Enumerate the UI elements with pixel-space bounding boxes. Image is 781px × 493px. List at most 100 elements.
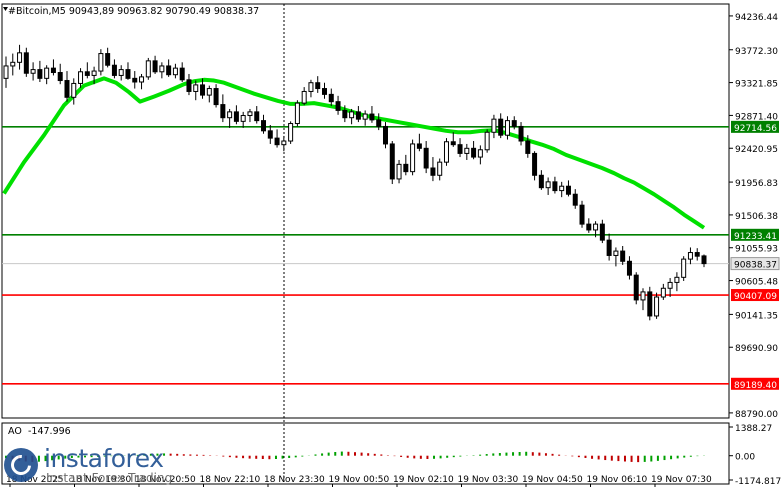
candle-body: [572, 193, 578, 206]
candle-body: [267, 130, 273, 139]
candle-body: [660, 287, 666, 298]
candle-body: [44, 67, 50, 79]
candle-body: [322, 88, 328, 95]
y-tick-label: 93321.85: [735, 80, 778, 90]
candle-body: [471, 147, 477, 158]
candle-body: [213, 88, 219, 106]
candle-body: [355, 111, 361, 120]
candle-body: [437, 161, 443, 176]
candle-body: [349, 111, 355, 119]
candle-body: [315, 82, 321, 90]
candle-body: [132, 77, 138, 83]
x-tick-label: 19 Nov 04:50: [522, 475, 583, 485]
candle-body: [599, 223, 605, 241]
candle-body: [450, 141, 456, 146]
candle-body: [301, 90, 307, 104]
current-price-label-bg: [730, 257, 780, 271]
candle-body: [498, 118, 504, 136]
candle-body: [37, 69, 43, 79]
candle-body: [335, 101, 341, 111]
x-tick-label: 18 Nov 19:30: [71, 475, 132, 485]
y-tick-label: 90141.35: [735, 311, 778, 321]
candle-body: [3, 65, 9, 79]
candle-body: [152, 60, 158, 73]
x-tick-label: 19 Nov 02:10: [393, 475, 454, 485]
candle-body: [84, 71, 90, 76]
candle-body: [118, 69, 124, 76]
candle-body: [396, 163, 402, 180]
candle-body: [342, 109, 348, 119]
candle-body: [64, 80, 70, 98]
candle-body: [362, 113, 368, 120]
candle-body: [23, 52, 29, 74]
candle-body: [328, 93, 334, 103]
watermark-name: instaforex: [44, 444, 164, 473]
candle-body: [145, 60, 151, 78]
candle-body: [294, 102, 300, 125]
candle-body: [166, 65, 172, 76]
instaforex-logo-icon: [4, 448, 38, 482]
candle-body: [179, 67, 185, 81]
indicator-frame: [1, 422, 730, 485]
candle-body: [674, 276, 680, 283]
candle-body: [491, 118, 497, 133]
indicator-value: -147.996: [28, 426, 71, 437]
x-tick-label: 18 Nov 2025: [6, 475, 64, 485]
y-tick-label: 92871.40: [735, 112, 778, 122]
level-label-bg: [731, 289, 779, 302]
candle-body: [220, 104, 226, 119]
candle-body: [606, 239, 612, 256]
level-label: 92714.56: [734, 124, 777, 134]
candle-body: [620, 250, 626, 262]
candle-body: [633, 274, 639, 301]
candle-body: [389, 143, 395, 180]
candle-body: [552, 181, 558, 192]
candle-body: [654, 296, 660, 317]
candle-body: [193, 84, 199, 92]
candle-body: [125, 69, 131, 79]
watermark-tagline: Instant Forex Trading: [46, 471, 173, 485]
y-tick-label: 90605.48: [735, 278, 778, 288]
candle-body: [376, 119, 382, 127]
level-label: 91233.41: [734, 232, 777, 242]
candle-body: [274, 137, 280, 146]
candle-body: [403, 163, 409, 173]
candle-body: [233, 111, 239, 122]
level-label-bg: [731, 228, 779, 241]
indicator-y-tick-label: 1388.27: [735, 424, 772, 434]
candle-body: [50, 67, 56, 74]
candle-body: [159, 65, 165, 73]
y-tick-label: 91055.93: [735, 245, 778, 255]
candle-body: [240, 115, 246, 122]
indicator-y-tick-label: -1174.817: [735, 477, 781, 487]
candle-body: [10, 61, 16, 67]
candle-body: [559, 185, 565, 192]
candle-body: [200, 84, 206, 96]
level-label-bg: [731, 120, 779, 133]
x-tick-label: 18 Nov 22:10: [200, 475, 261, 485]
candle-body: [504, 120, 510, 136]
candle-body: [464, 147, 470, 154]
candle-body: [687, 252, 693, 260]
candle-body: [532, 152, 538, 176]
candle-body: [281, 140, 287, 146]
candle-body: [511, 120, 517, 127]
candle-body: [247, 111, 253, 117]
candle-body: [545, 181, 551, 189]
x-tick-label: 18 Nov 23:30: [264, 475, 325, 485]
candle-body: [382, 125, 388, 145]
candle-body: [254, 111, 260, 122]
candle-body: [579, 204, 585, 225]
candle-body: [172, 67, 178, 76]
candle-body: [111, 64, 117, 76]
candle-body: [538, 174, 544, 189]
plot-frame: [1, 3, 730, 419]
candle-body: [626, 260, 632, 276]
chart-title: #Bitcoin,M5 90943,89 90963.82 90790.49 9…: [8, 6, 259, 17]
candle-body: [593, 223, 599, 231]
y-tick-label: 93772.30: [735, 47, 778, 57]
x-tick-label: 18 Nov 20:50: [135, 475, 196, 485]
candle-body: [410, 143, 416, 173]
